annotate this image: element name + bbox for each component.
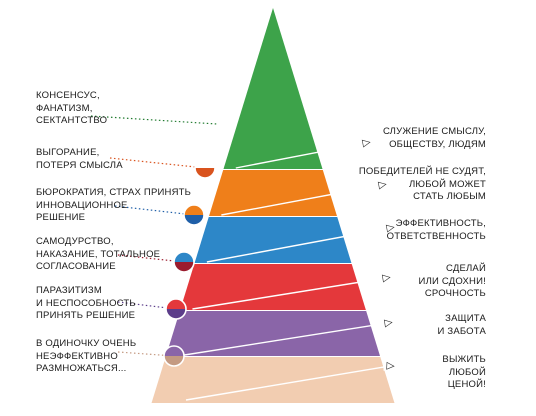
right-label-4: СДЕЛАЙ ИЛИ СДОХНИ! СРОЧНОСТЬ xyxy=(419,263,486,301)
left-label-6: В ОДИНОЧКУ ОЧЕНЬ НЕЭФФЕКТИВНО РАЗМНОЖАТЬСЯ… xyxy=(36,338,136,376)
pyramid-tier-2 xyxy=(209,170,337,216)
pyramid-tier-6 xyxy=(151,357,395,403)
right-label-line: ОТВЕТСТВЕННОСТЬ xyxy=(386,230,486,242)
right-label-line: СРОЧНОСТЬ xyxy=(424,288,486,299)
right-label-line: И ЗАБОТА xyxy=(437,325,486,337)
arrow-head xyxy=(381,274,391,283)
left-label-line: В ОДИНОЧКУ ОЧЕНЬ xyxy=(36,338,137,349)
right-label-line: ЛЮБОЙ xyxy=(448,366,486,378)
left-dotted-connector xyxy=(114,205,195,216)
tier-junction-circle xyxy=(194,157,216,179)
left-dotted-connector xyxy=(117,254,185,263)
arrow-head xyxy=(383,319,393,328)
right-label-1: СЛУЖЕНИЕ СМЫСЛУ, ОБЩЕСТВУ, ЛЮДЯМ xyxy=(383,126,486,151)
right-label-line: ПОБЕДИТЕЛЕЙ НЕ СУДЯТ, xyxy=(358,166,486,177)
tier-junction-circle xyxy=(183,204,205,226)
left-label-line: ФАНАТИЗМ, xyxy=(36,102,93,114)
tier-junction-circle xyxy=(163,345,185,367)
right-arrow-connector xyxy=(185,363,391,401)
tier-junction-circle xyxy=(173,251,195,273)
arrow-head xyxy=(385,224,395,233)
left-label-2: ВЫГОРАНИЕ, ПОТЕРЯ СМЫСЛА xyxy=(36,147,123,172)
left-label-4: САМОДУРСТВО, НАКАЗАНИЕ, ТОТАЛЬНОЕ СОГЛАСОВ… xyxy=(36,236,160,274)
left-label-line: СЕКТАНТСТВО xyxy=(36,115,108,126)
right-label-line: ОБЩЕСТВУ, ЛЮДЯМ xyxy=(389,138,486,150)
left-label-3: БЮРОКРАТИЯ, СТРАХ ПРИНЯТЬ ИННОВАЦИОННОЕ РЕ… xyxy=(36,187,191,225)
left-label-line: РЕШЕНИЕ xyxy=(36,212,86,223)
left-dotted-connector xyxy=(90,115,218,125)
left-label-line: И НЕСПОСОБНОСТЬ xyxy=(36,297,136,309)
right-label-line: ЛЮБОЙ МОЖЕТ xyxy=(408,178,486,190)
right-label-line: ЦЕНОЙ! xyxy=(447,379,486,390)
pyramid-tier-5 xyxy=(165,311,381,356)
left-label-5: ПАРАЗИТИЗМ И НЕСПОСОБНОСТЬ ПРИНЯТЬ РЕШЕНИЕ xyxy=(36,285,136,323)
left-label-line: ПОТЕРЯ СМЫСЛА xyxy=(36,159,123,171)
pyramid-tier-3 xyxy=(194,217,352,263)
left-label-line: САМОДУРСТВО, xyxy=(36,236,114,247)
left-label-line: РАЗМНОЖАТЬСЯ... xyxy=(36,363,127,374)
tier-junction-circle xyxy=(165,298,187,320)
right-label-line: ВЫЖИТЬ xyxy=(442,354,486,365)
right-arrow-connector xyxy=(221,182,383,216)
right-label-3: ЭФФЕКТИВНОСТЬ, ОТВЕТСТВЕННОСТЬ xyxy=(387,218,486,243)
arrow-head xyxy=(386,361,395,370)
pyramid-tier-4 xyxy=(180,264,366,310)
left-label-line: БЮРОКРАТИЯ, СТРАХ ПРИНЯТЬ xyxy=(36,187,192,198)
right-label-line: СДЕЛАЙ xyxy=(445,263,486,274)
arrow-head xyxy=(377,181,387,190)
right-label-line: СЛУЖЕНИЕ СМЫСЛУ, xyxy=(382,126,486,137)
left-label-1: КОНСЕНСУС, ФАНАТИЗМ, СЕКТАНТСТВО xyxy=(36,90,107,128)
right-label-5: ЗАЩИТА И ЗАБОТА xyxy=(438,313,486,338)
arrow-head xyxy=(361,139,371,148)
left-label-line: НЕЭФФЕКТИВНО xyxy=(36,350,118,362)
left-label-line: СОГЛАСОВАНИЕ xyxy=(36,261,116,272)
right-label-line: ЗАЩИТА xyxy=(445,313,486,324)
left-label-line: ПАРАЗИТИЗМ xyxy=(36,285,102,296)
left-dotted-connector xyxy=(109,157,206,169)
right-arrow-connector xyxy=(206,225,391,263)
left-dotted-connector xyxy=(117,351,175,357)
right-label-2: ПОБЕДИТЕЛЕЙ НЕ СУДЯТ, ЛЮБОЙ МОЖЕТ СТАТЬ ЛЮ… xyxy=(359,166,486,204)
left-label-line: КОНСЕНСУС, xyxy=(36,90,100,101)
right-label-line: СТАТЬ ЛЮБЫМ xyxy=(413,191,486,202)
right-label-6: ВЫЖИТЬ ЛЮБОЙ ЦЕНОЙ! xyxy=(442,354,486,392)
pyramid-tier-1 xyxy=(223,8,323,169)
right-arrow-connector xyxy=(177,320,389,357)
left-label-line: ПРИНЯТЬ РЕШЕНИЕ xyxy=(36,310,136,321)
right-label-line: ИЛИ СДОХНИ! xyxy=(418,275,486,287)
right-arrow-connector xyxy=(192,275,387,310)
left-label-line: ВЫГОРАНИЕ, xyxy=(36,147,100,158)
left-label-line: НАКАЗАНИЕ, ТОТАЛЬНОЕ xyxy=(36,248,161,260)
right-label-line: ЭФФЕКТИВНОСТЬ, xyxy=(395,218,486,229)
left-label-line: ИННОВАЦИОННОЕ xyxy=(36,199,128,211)
right-arrow-connector xyxy=(235,140,367,169)
